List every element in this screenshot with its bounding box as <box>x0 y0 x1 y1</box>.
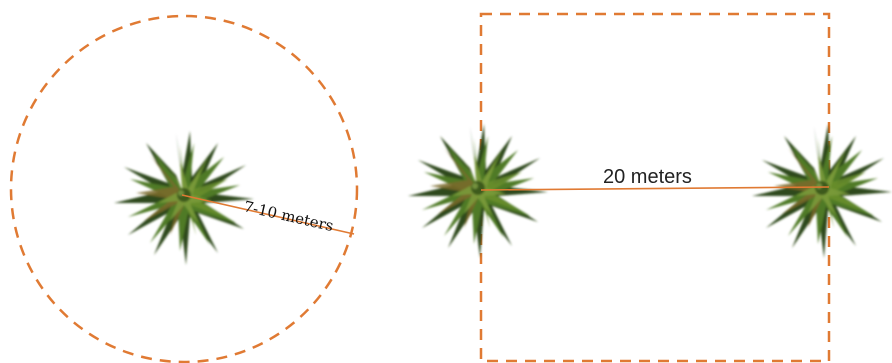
dashed-circle-boundary <box>9 14 359 363</box>
palm-tree-icon <box>114 131 254 265</box>
palm-tree-left-icon <box>408 124 548 258</box>
palm-tree-right-icon <box>752 124 892 258</box>
radius-line <box>181 194 355 235</box>
radius-label: 7-10 meters <box>242 197 335 235</box>
distance-line <box>480 186 830 191</box>
distance-label: 20 meters <box>603 166 692 188</box>
